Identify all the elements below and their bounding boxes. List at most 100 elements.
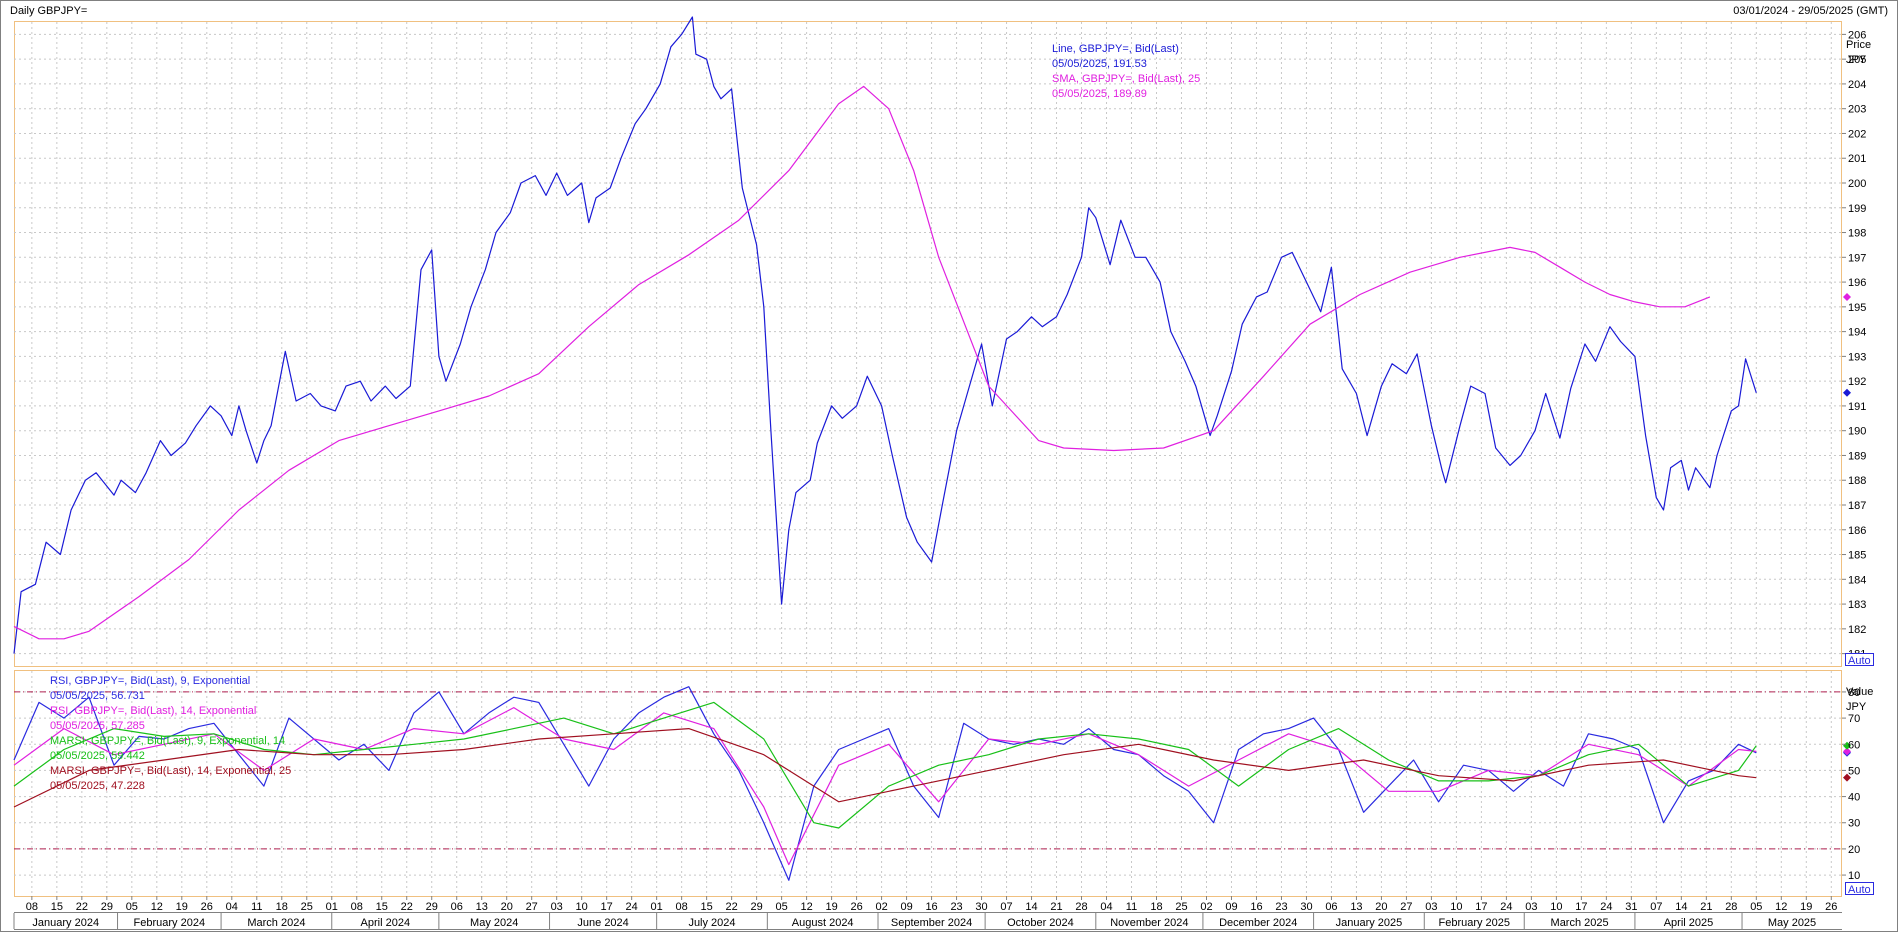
- price-auto-label: Auto: [1848, 655, 1871, 667]
- x-tick-label: 28: [1075, 901, 1087, 913]
- x-tick-label: 15: [51, 901, 63, 913]
- month-label: November 2024: [1110, 917, 1188, 929]
- legend-entry: 05/05/2025, 189.89: [1052, 88, 1147, 100]
- x-tick-label: 29: [751, 901, 763, 913]
- x-tick-label: 15: [701, 901, 713, 913]
- x-tick-label: 25: [1175, 901, 1187, 913]
- x-tick-label: 14: [1025, 901, 1037, 913]
- price-tick-label: 182: [1848, 624, 1866, 636]
- x-tick-label: 26: [1825, 901, 1837, 913]
- price-series-group: [13, 16, 1851, 654]
- x-tick-label: 17: [601, 901, 613, 913]
- legend-entry: 05/05/2025, 47.228: [50, 780, 145, 792]
- indicator-tick-label: 10: [1848, 870, 1860, 882]
- legend-entry: RSI, GBPJPY=, Bid(Last), 9, Exponential: [50, 675, 250, 687]
- x-tick-label: 12: [1775, 901, 1787, 913]
- x-tick-label: 20: [501, 901, 513, 913]
- price-tick-label: 201: [1848, 153, 1866, 165]
- x-tick-label: 18: [1150, 901, 1162, 913]
- indicator-axis-unit: JPY: [1846, 701, 1867, 713]
- overbought-oversold-lines: [14, 691, 1842, 850]
- price-tick-label: 205: [1848, 54, 1866, 66]
- month-label: April 2024: [361, 917, 411, 929]
- x-tick-label: 24: [1600, 901, 1612, 913]
- legend-entry: 05/05/2025, 191.53: [1052, 58, 1147, 70]
- price-tick-label: 199: [1848, 203, 1866, 215]
- x-tick-label: 22: [401, 901, 413, 913]
- price-legend: Line, GBPJPY=, Bid(Last) 05/05/2025, 191.…: [1052, 43, 1200, 100]
- x-tick-label: 03: [1525, 901, 1537, 913]
- x-tick-label: 26: [201, 901, 213, 913]
- month-label: August 2024: [792, 917, 854, 929]
- x-tick-label: 15: [376, 901, 388, 913]
- indicator-tick-label: 60: [1848, 739, 1860, 751]
- x-tick-label: 18: [276, 901, 288, 913]
- x-tick-label: 01: [651, 901, 663, 913]
- series-line-0: [13, 16, 1757, 654]
- x-tick-label: 09: [1225, 901, 1237, 913]
- x-tick-label: 04: [1100, 901, 1112, 913]
- x-tick-label: 17: [1475, 901, 1487, 913]
- x-tick-label: 21: [1700, 901, 1712, 913]
- price-tick-label: 184: [1848, 574, 1866, 586]
- price-tick-label: 193: [1848, 351, 1866, 363]
- price-tick-label: 195: [1848, 302, 1866, 314]
- x-tick-label: 24: [1500, 901, 1512, 913]
- price-tick-label: 185: [1848, 550, 1866, 562]
- x-tick-label: 30: [975, 901, 987, 913]
- indicator-auto-button[interactable]: Auto: [1845, 882, 1874, 897]
- x-tick-label: 11: [251, 901, 262, 913]
- indicator-axis-title: Value: [1846, 686, 1873, 698]
- x-tick-label: 13: [476, 901, 488, 913]
- month-label: February 2024: [134, 917, 206, 929]
- price-tick-label: 194: [1848, 327, 1866, 339]
- month-label: April 2025: [1664, 917, 1714, 929]
- legend-entry: Line, GBPJPY=, Bid(Last): [1052, 43, 1179, 55]
- last-value-marker: [1843, 747, 1851, 756]
- indicator-tick-label: 40: [1848, 792, 1860, 804]
- indicator-auto-label: Auto: [1848, 884, 1871, 896]
- time-axis: 08 15 22 29 05 12 19 26 04 11 18 25 01 08 15 22 29 06 13 20…: [13, 896, 1842, 930]
- indicator-tick-label: 70: [1848, 713, 1860, 725]
- legend-entry: 05/05/2025, 56.731: [50, 690, 145, 702]
- x-tick-label: 21: [1050, 901, 1062, 913]
- month-label: September 2024: [891, 917, 972, 929]
- month-label: January 2024: [32, 917, 99, 929]
- x-tick-label: 06: [1325, 901, 1337, 913]
- price-auto-button[interactable]: Auto: [1845, 653, 1874, 668]
- price-tick-label: 196: [1848, 277, 1866, 289]
- month-label: January 2025: [1336, 917, 1403, 929]
- price-gridlines: [14, 22, 1842, 666]
- price-tick-label: 183: [1848, 599, 1866, 611]
- last-value-marker: [1843, 773, 1851, 782]
- x-tick-label: 10: [1550, 901, 1562, 913]
- legend-entry: RSI, GBPJPY=, Bid(Last), 14, Exponential: [50, 705, 256, 717]
- month-label: October 2024: [1007, 917, 1074, 929]
- x-tick-label: 05: [1750, 901, 1762, 913]
- indicator-tick-label: 50: [1848, 765, 1860, 777]
- price-tick-label: 188: [1848, 475, 1866, 487]
- indicator-legend: RSI, GBPJPY=, Bid(Last), 9, Exponential 0…: [50, 675, 291, 792]
- x-tick-label: 26: [850, 901, 862, 913]
- month-label: May 2025: [1768, 917, 1816, 929]
- x-tick-label: 20: [1375, 901, 1387, 913]
- x-tick-label: 31: [1625, 901, 1637, 913]
- x-tick-label: 22: [726, 901, 738, 913]
- price-panel[interactable]: [14, 21, 1842, 667]
- x-tick-label: 29: [101, 901, 113, 913]
- x-tick-label: 13: [1350, 901, 1362, 913]
- x-tick-label: 10: [1450, 901, 1462, 913]
- price-axis: Price JPY 181182183184185186187188189190…: [1842, 29, 1871, 661]
- legend-entry: 05/05/2025, 57.285: [50, 720, 145, 732]
- legend-entry: SMA, GBPJPY=, Bid(Last), 25: [1052, 73, 1200, 85]
- price-tick-label: 186: [1848, 525, 1866, 537]
- month-label: December 2024: [1219, 917, 1297, 929]
- last-value-marker: [1843, 292, 1851, 301]
- price-tick-label: 202: [1848, 128, 1866, 140]
- price-tick-label: 203: [1848, 104, 1866, 116]
- price-tick-label: 190: [1848, 426, 1866, 438]
- series-line-1: [13, 85, 1711, 640]
- x-tick-label: 27: [1400, 901, 1412, 913]
- x-tick-label: 07: [1650, 901, 1662, 913]
